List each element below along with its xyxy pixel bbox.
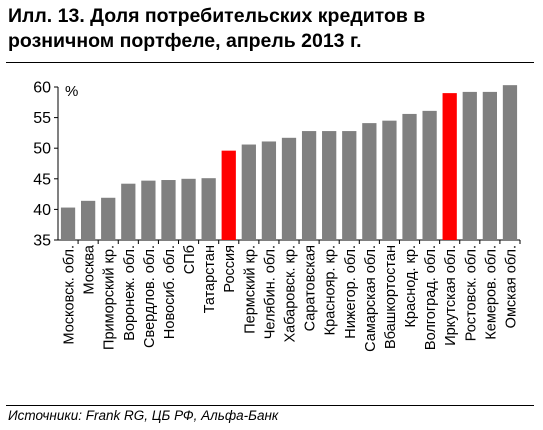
- bar: [462, 91, 477, 241]
- bar: [281, 137, 297, 240]
- source-divider: [6, 405, 534, 406]
- bar: [362, 123, 377, 240]
- x-tick-label: Нижегор. обл.: [343, 245, 359, 339]
- x-tick-label: СПб: [182, 245, 198, 274]
- x-tick-label: Свердлов. обл.: [142, 245, 158, 348]
- x-tick-label: Татарстан: [202, 245, 218, 313]
- bar: [322, 131, 337, 240]
- x-tick-label: Московск. обл.: [62, 245, 78, 345]
- x-tick-label: Приморский кр.: [102, 245, 118, 350]
- x-axis-labels: Московск. обл. Москва Приморский кр. Вороне…: [62, 240, 521, 352]
- bar: [81, 200, 96, 240]
- chart-title-line-1: Илл. 13. Доля потребительских кредитов в: [8, 5, 426, 27]
- bar: [101, 197, 116, 240]
- x-tick-label: Краснод. кр.: [403, 245, 419, 328]
- x-tick-label: Ростовск. обл.: [463, 245, 479, 341]
- bar: [382, 120, 397, 240]
- bar: [482, 91, 497, 241]
- y-tick-label: 35: [33, 233, 51, 250]
- x-tick-label: Хабаровск. кр.: [283, 245, 299, 343]
- bar: [60, 207, 76, 240]
- x-tick-label: Омская обл.: [503, 245, 519, 328]
- bar: [422, 110, 437, 241]
- bar: [342, 131, 357, 240]
- bar: [141, 180, 156, 240]
- bar-series: [60, 85, 518, 241]
- x-tick-label: Москва: [82, 244, 98, 294]
- bar: [181, 178, 196, 240]
- chart-title-line-2: розничном портфеле, апрель 2013 г.: [8, 30, 362, 52]
- y-tick-label: 50: [33, 141, 51, 158]
- x-tick-label: Челябин. обл.: [262, 245, 278, 339]
- bar: [402, 113, 417, 240]
- x-tick-label: Россия: [222, 245, 238, 293]
- bar: [502, 85, 518, 240]
- x-tick-label: Саратовская: [303, 245, 319, 331]
- y-tick-label: 55: [33, 110, 51, 127]
- y-tick-label: 40: [33, 202, 51, 219]
- x-tick-label: Волгоград. обл.: [423, 245, 439, 350]
- x-tick-label: Новосиб. обл.: [162, 245, 178, 339]
- x-tick-label: Вбашкортостан: [383, 245, 399, 349]
- y-axis-unit-label: %: [65, 83, 78, 100]
- x-tick-label: Воронеж. обл.: [122, 245, 138, 341]
- bar: [121, 183, 136, 240]
- bar: [241, 144, 256, 240]
- bar: [442, 93, 457, 241]
- x-tick-label: Краснояр. кр.: [323, 245, 339, 335]
- bar: [201, 178, 216, 240]
- y-tick-label: 45: [33, 171, 51, 188]
- title-divider: [6, 62, 534, 63]
- bar: [221, 150, 236, 240]
- bar-chart: 35 40 45 50 55 60 Московск. обл. Москва Приморс…: [33, 80, 521, 352]
- x-tick-label: Пермский кр.: [242, 245, 258, 334]
- y-tick-label: 60: [33, 80, 51, 97]
- x-tick-label: Иркутская обл.: [443, 245, 459, 346]
- x-tick-label: Кемеров. обл.: [483, 245, 499, 340]
- bar: [261, 141, 277, 240]
- bar: [161, 180, 176, 240]
- source-note: Источники: Frank RG, ЦБ РФ, Альфа-Банк: [8, 408, 279, 423]
- chart-title: Илл. 13. Доля потребительских кредитов в…: [8, 4, 538, 54]
- x-tick-label: Самарская обл.: [363, 245, 379, 352]
- bar: [301, 131, 317, 240]
